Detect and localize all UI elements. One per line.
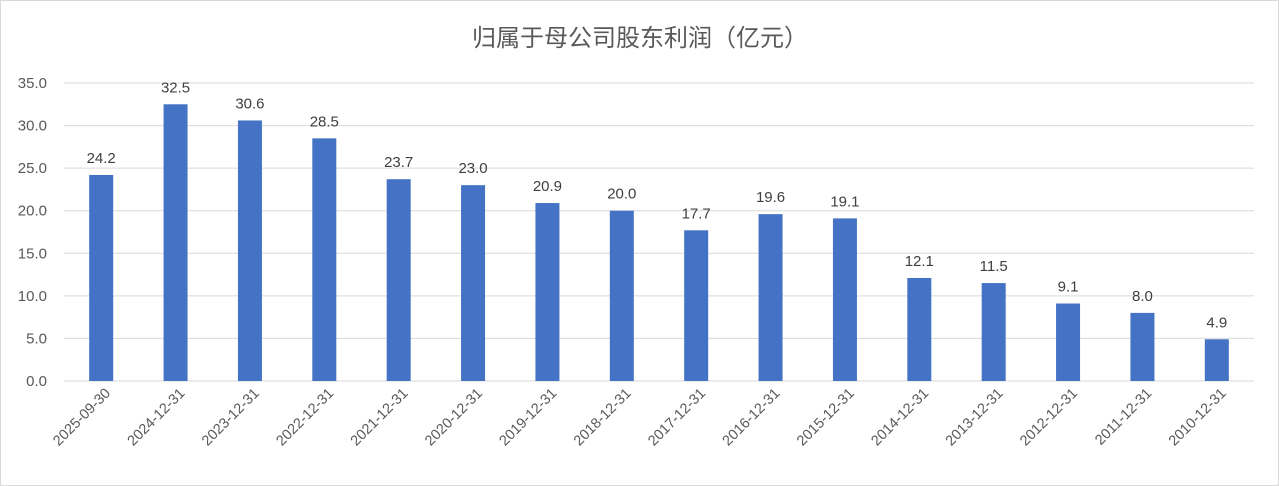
x-tick-label: 2019-12-31 <box>497 386 561 450</box>
y-tick-label: 20.0 <box>18 203 47 220</box>
y-tick-label: 15.0 <box>18 245 47 262</box>
x-tick-label: 2020-12-31 <box>422 386 486 450</box>
x-tick-label: 2011-12-31 <box>1092 386 1155 449</box>
y-tick-label: 25.0 <box>18 160 47 177</box>
data-label: 19.6 <box>756 189 785 206</box>
chart-title: 归属于母公司股东利润（亿元） <box>472 24 808 52</box>
data-label: 12.1 <box>905 253 934 270</box>
x-tick-label: 2016-12-31 <box>720 386 784 450</box>
x-tick-label: 2010-12-31 <box>1166 386 1230 450</box>
data-label: 19.1 <box>830 193 859 210</box>
data-labels: 24.2 32.5 30.6 28.5 23.7 23.0 20.9 20.0 17.7 19.6… <box>87 79 1228 331</box>
data-label: 20.9 <box>533 178 562 195</box>
bar <box>832 218 857 381</box>
bar <box>163 104 188 382</box>
bar <box>684 230 709 381</box>
data-label: 28.5 <box>310 113 339 130</box>
data-label: 20.0 <box>607 186 636 203</box>
data-label: 9.1 <box>1058 279 1079 296</box>
data-label: 30.6 <box>235 95 264 112</box>
data-label: 11.5 <box>980 258 1008 275</box>
bar <box>237 120 262 381</box>
bar <box>461 185 486 381</box>
y-tick-label: 35.0 <box>18 75 47 92</box>
data-label: 17.7 <box>682 205 711 222</box>
bar <box>1056 303 1081 381</box>
bar <box>312 138 337 381</box>
x-tick-label: 2017-12-31 <box>645 386 709 450</box>
bar <box>1130 312 1155 381</box>
bar <box>981 283 1006 381</box>
bar <box>89 174 114 381</box>
gridlines <box>64 82 1254 382</box>
x-tick-label: 2015-12-31 <box>794 386 858 450</box>
bar <box>758 214 783 381</box>
bar <box>535 203 560 381</box>
y-axis: 0.0 5.0 10.0 15.0 20.0 25.0 30.0 35.0 <box>18 75 47 390</box>
x-tick-label: 2012-12-31 <box>1017 386 1081 450</box>
data-label: 24.2 <box>87 150 116 167</box>
x-axis: 2025-09-30 2024-12-31 2023-12-31 2022-12-31… <box>50 386 1229 450</box>
data-label: 23.0 <box>458 160 487 177</box>
data-label: 23.7 <box>384 154 413 171</box>
x-tick-label: 2024-12-31 <box>125 386 189 450</box>
bars <box>89 104 1229 382</box>
data-label: 8.0 <box>1132 288 1153 305</box>
y-tick-label: 5.0 <box>26 330 47 347</box>
x-tick-label: 2025-09-30 <box>50 386 114 450</box>
x-tick-label: 2014-12-31 <box>868 386 932 450</box>
data-label: 32.5 <box>161 79 190 96</box>
data-label: 4.9 <box>1206 314 1227 331</box>
x-tick-label: 2021-12-31 <box>348 386 412 450</box>
y-tick-label: 30.0 <box>18 118 47 135</box>
bar <box>907 277 932 381</box>
bar <box>386 179 411 381</box>
bar <box>609 210 634 381</box>
x-tick-label: 2022-12-31 <box>273 386 337 450</box>
bar <box>1204 339 1229 381</box>
y-tick-label: 0.0 <box>26 373 47 390</box>
y-tick-label: 10.0 <box>18 288 47 305</box>
x-tick-label: 2023-12-31 <box>199 386 263 450</box>
x-tick-label: 2013-12-31 <box>943 386 1007 450</box>
x-tick-label: 2018-12-31 <box>571 386 635 450</box>
